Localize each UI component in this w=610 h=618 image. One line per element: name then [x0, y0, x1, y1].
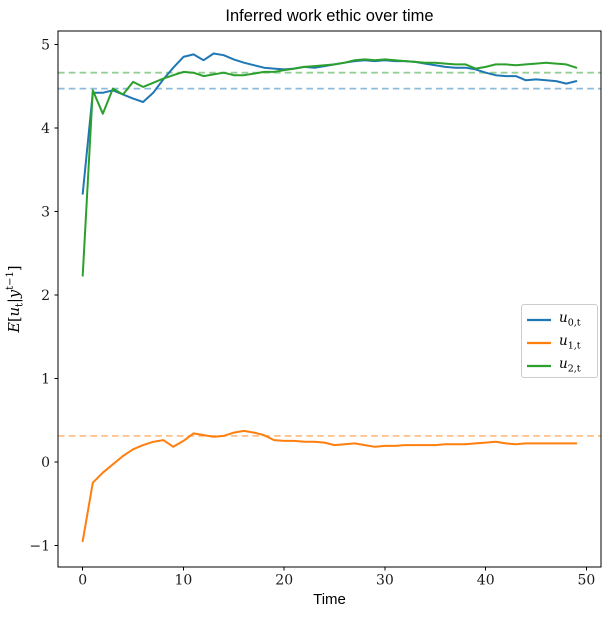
- axes-frame: [57, 30, 602, 568]
- x-tick-label: 40: [477, 573, 495, 589]
- legend-item-u1: u1,t: [522, 331, 597, 354]
- legend-line-sample: [527, 341, 551, 344]
- legend-label: u1,t: [559, 333, 581, 352]
- x-tick-label: 10: [174, 573, 192, 589]
- x-tick-label: 50: [577, 573, 595, 589]
- legend-line-sample: [527, 318, 551, 321]
- y-tick-label: 1: [41, 371, 50, 387]
- x-tick-label: 30: [376, 573, 394, 589]
- legend-label: u0,t: [559, 310, 581, 329]
- series-line-u2: [81, 58, 578, 277]
- series-line-u1: [81, 429, 578, 543]
- x-axis-label: Time: [313, 591, 346, 608]
- legend: u0,t u1,t u2,t: [521, 304, 598, 378]
- y-tick-label: 0: [41, 455, 50, 471]
- y-tick-label: −1: [29, 538, 50, 554]
- legend-line-sample: [527, 364, 551, 367]
- x-tick-label: 20: [275, 573, 293, 589]
- legend-item-u0: u0,t: [522, 308, 597, 331]
- x-tick-label: 0: [78, 573, 87, 589]
- chart-title: Inferred work ethic over time: [225, 7, 434, 25]
- y-tick-label: 3: [41, 204, 50, 220]
- series-line-u0: [81, 52, 578, 195]
- legend-label: u2,t: [559, 356, 581, 375]
- y-tick-label: 2: [41, 288, 50, 304]
- y-tick-label: 4: [41, 121, 50, 137]
- y-axis-label: E[ut|yt−1]: [5, 265, 26, 333]
- legend-item-u2: u2,t: [522, 354, 597, 377]
- y-tick-label: 5: [41, 37, 50, 53]
